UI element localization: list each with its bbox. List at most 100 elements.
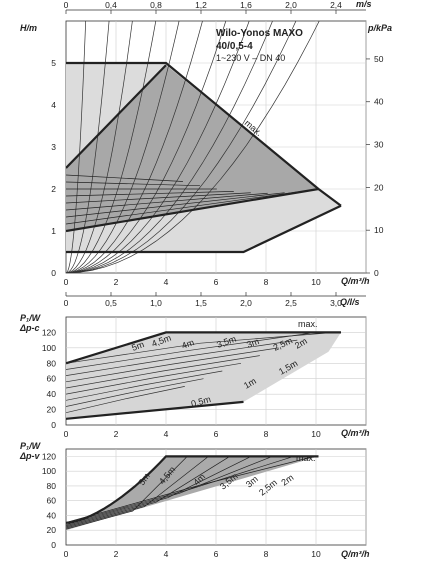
speed-curve [66, 21, 203, 273]
power-b-y-tick: 20 [47, 405, 57, 415]
dp-v-label: Δp-v [19, 451, 41, 461]
speed-curve [66, 21, 157, 273]
power-c-curve [66, 456, 188, 530]
power-b-curve-label: max. [298, 319, 318, 329]
power-c-x-tick: 2 [114, 549, 119, 559]
dp-line [66, 191, 302, 225]
power-b-y-tick: 80 [47, 358, 57, 368]
power-axis-label-b: P₁/W [20, 313, 42, 323]
head-y-tick: 4 [51, 100, 56, 110]
power-b-x-tick: 6 [214, 429, 219, 439]
velocity-tick: 0,4 [105, 0, 117, 10]
head-y-tick: 3 [51, 142, 56, 152]
flow-x-tick: 0 [64, 277, 69, 287]
flow-ls-unit: Q/l/s [340, 297, 360, 307]
flow-axis-label-c: Q/m³/h [341, 549, 370, 559]
power-dp-c-curves [66, 332, 335, 414]
power-dp-c-y-ticks: 0 20 40 60 80 100 120 [42, 327, 56, 430]
power-c-x-tick: 4 [164, 549, 169, 559]
power-b-y-tick: 0 [51, 420, 56, 430]
power-b-y-tick: 100 [42, 343, 56, 353]
power-b-curve [66, 355, 260, 389]
pressure-y-tick: 20 [374, 182, 384, 192]
power-b-curve [66, 386, 185, 414]
constant-dp-lines [66, 174, 302, 225]
pressure-y-tick: 30 [374, 140, 384, 150]
power-b-curve-label: 4m [180, 337, 195, 351]
power-dp-c-min-curve [66, 400, 244, 420]
speed-curve [66, 21, 87, 273]
flow-x-ticks-c: 0 2 4 6 8 10 [64, 549, 321, 559]
head-y-ticks: 0 1 2 3 4 5 [51, 58, 56, 278]
dp-line [66, 190, 234, 197]
ls-tick: 0 [64, 298, 69, 308]
power-b-x-tick: 4 [164, 429, 169, 439]
flow-x-ticks-a: 0 2 4 6 8 10 [64, 277, 321, 287]
min-speed-curve [66, 204, 342, 254]
power-b-curve [66, 339, 298, 376]
power-dp-v-y-ticks: 0 20 40 60 80 100 120 [42, 451, 56, 550]
power-c-y-tick: 20 [47, 525, 57, 535]
power-c-y-tick: 120 [42, 451, 56, 461]
flow-x-ticks-b: 0 2 4 6 8 10 [64, 429, 321, 439]
dp-line [66, 192, 268, 211]
power-b-x-tick: 10 [311, 429, 321, 439]
pump-model-size: 40/0,5-4 [216, 41, 253, 52]
velocity-tick: 0 [64, 0, 69, 10]
max-speed-curve [66, 61, 342, 207]
power-c-x-tick: 6 [214, 549, 219, 559]
pump-supply-info: 1~230 V – DN 40 [216, 53, 285, 63]
ls-tick: 2,0 [240, 298, 252, 308]
power-c-curve-label: max. [296, 453, 316, 463]
speed-curve [66, 21, 250, 273]
pressure-y-tick: 10 [374, 225, 384, 235]
ls-tick: 0,5 [105, 298, 117, 308]
power-c-curve [66, 456, 273, 526]
speed-curve [66, 21, 273, 273]
power-dp-v-chart: max.5m 4,5m 4m 3,5m 3m2,5m 2m P₁/W Δp-v Q/m³/… [19, 441, 370, 559]
velocity-tick: 2,0 [285, 0, 297, 10]
pressure-y-tick: 0 [374, 268, 379, 278]
flow-ls-axis: 0 0,5 1,0 1,5 2,0 2,5 3,0 Q/l/s [64, 292, 366, 308]
power-c-curve [66, 456, 209, 529]
head-y-tick: 0 [51, 268, 56, 278]
pump-model-title: Wilo-Yonos MAXO [216, 28, 303, 39]
power-dp-c-max-curve [66, 331, 341, 365]
power-c-x-tick: 10 [311, 549, 321, 559]
power-c-curve [66, 456, 315, 523]
head-y-tick: 5 [51, 58, 56, 68]
power-c-y-tick: 0 [51, 540, 56, 550]
power-b-y-tick: 60 [47, 374, 57, 384]
pressure-y-ticks: 0 10 20 30 40 50 [366, 54, 384, 278]
flow-x-tick: 6 [214, 277, 219, 287]
velocity-tick: 2,4 [330, 0, 342, 10]
speed-curve [66, 21, 180, 273]
dp-line [66, 181, 200, 187]
power-dp-v-max-curve [66, 455, 319, 524]
flow-x-tick: 8 [264, 277, 269, 287]
power-c-x-tick: 8 [264, 549, 269, 559]
power-c-curve [66, 456, 294, 524]
flow-x-tick: 10 [311, 277, 321, 287]
dp-line [66, 192, 285, 218]
ls-tick: 1,5 [195, 298, 207, 308]
flow-axis-label-b: Q/m³/h [341, 428, 370, 438]
speed-curve [66, 21, 320, 273]
power-c-y-tick: 100 [42, 466, 56, 476]
pressure-axis-label: p/kPa [367, 23, 392, 33]
power-b-x-tick: 8 [264, 429, 269, 439]
head-y-tick: 2 [51, 184, 56, 194]
top-axis-unit: m/s [356, 0, 372, 9]
power-b-x-tick: 0 [64, 429, 69, 439]
power-b-curve [66, 332, 317, 370]
power-b-curve-label: 5m [130, 339, 145, 353]
power-c-x-tick: 0 [64, 549, 69, 559]
dp-line [66, 192, 251, 204]
power-c-curve [66, 456, 252, 527]
dp-c-label: Δp-c [19, 323, 40, 333]
power-b-x-tick: 2 [114, 429, 119, 439]
power-axis-label-c: P₁/W [20, 441, 42, 451]
power-b-curve-label: 3m [245, 336, 260, 350]
velocity-tick: 1,6 [240, 0, 252, 10]
